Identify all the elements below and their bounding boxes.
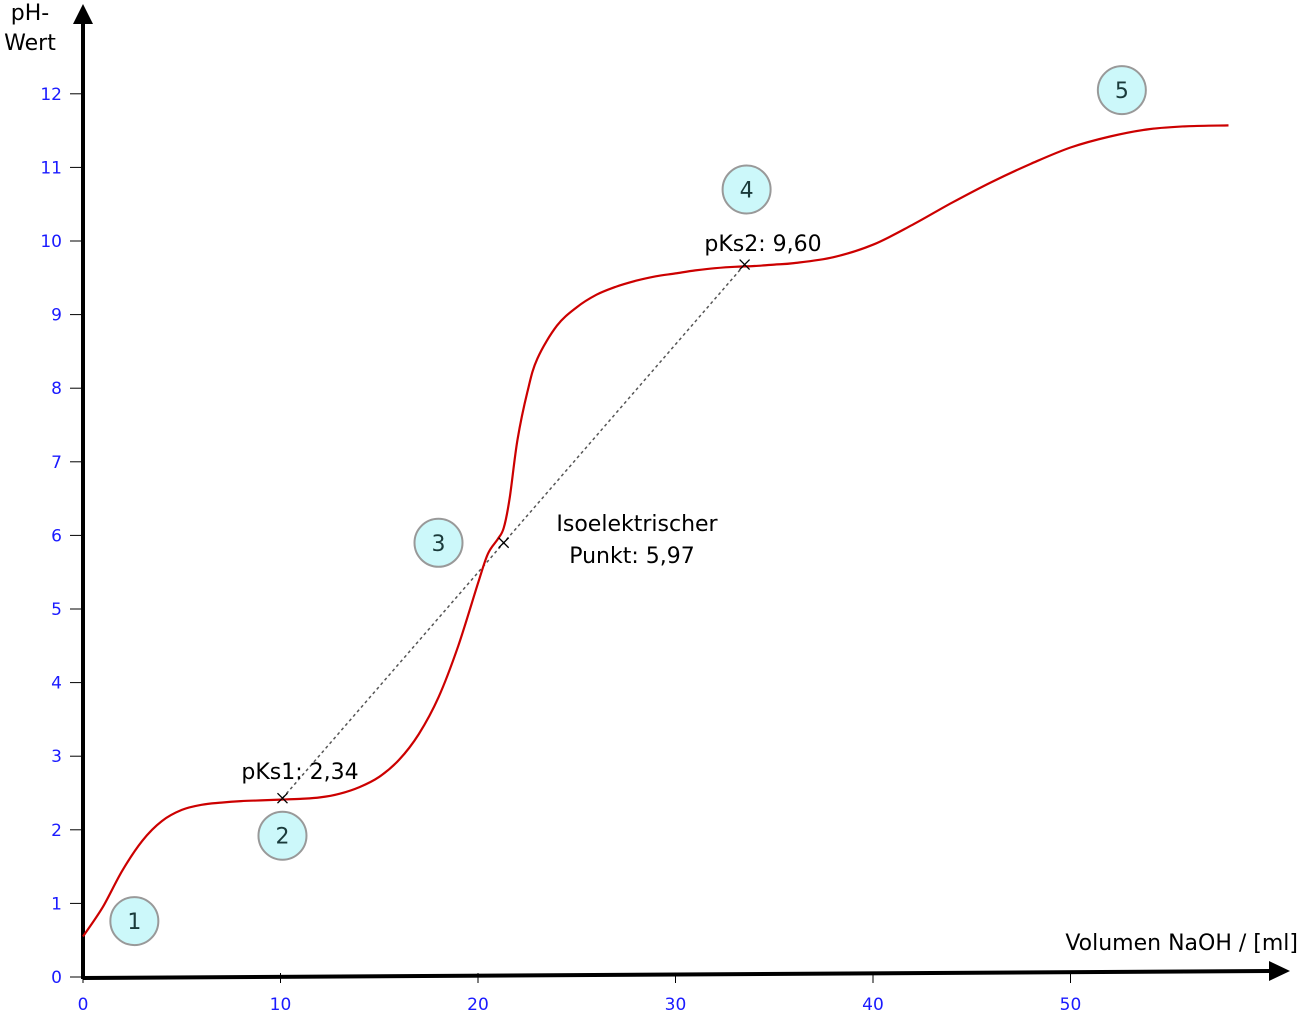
x-tick-label: 0 bbox=[78, 995, 89, 1013]
y-tick-label: 9 bbox=[51, 306, 62, 326]
x-tick-label: 50 bbox=[1060, 995, 1082, 1013]
region-marker-1: 1 bbox=[109, 896, 160, 947]
annotation-points bbox=[277, 259, 751, 804]
y-tick-label: 1 bbox=[51, 894, 62, 914]
y-tick-label: 7 bbox=[51, 453, 62, 473]
x-tick-label: 10 bbox=[270, 995, 292, 1013]
x-tick-label: 40 bbox=[862, 995, 884, 1013]
x-axis-title: Volumen NaOH / [ml] bbox=[1065, 931, 1298, 956]
y-tick-label: 11 bbox=[40, 158, 62, 178]
region-marker-4: 4 bbox=[721, 164, 772, 215]
marker-circle bbox=[413, 517, 464, 568]
marker-label: 2 bbox=[275, 825, 289, 850]
y-tick-label: 2 bbox=[51, 821, 62, 841]
y-axis-arrowhead bbox=[73, 4, 93, 24]
x-axis-arrowhead bbox=[1269, 961, 1290, 981]
x-axis-line bbox=[82, 969, 1271, 980]
marker-circle bbox=[109, 896, 160, 947]
point-pks1 bbox=[277, 792, 288, 804]
pks2-label: pKs2: 9,60 bbox=[704, 232, 821, 257]
y-tick-label: 8 bbox=[51, 379, 62, 399]
x-ticks: 0 10 20 30 40 50 bbox=[78, 973, 1082, 1013]
x-tick-label: 20 bbox=[467, 995, 489, 1013]
iep-label-line2: Punkt: 5,97 bbox=[569, 544, 695, 569]
y-axis-title-line1: pH- bbox=[11, 1, 49, 26]
y-tick-label: 4 bbox=[51, 674, 62, 694]
y-tick-label: 10 bbox=[40, 232, 62, 252]
region-markers: 1 2 3 4 5 bbox=[109, 65, 1147, 947]
y-tick-label: 0 bbox=[51, 968, 62, 988]
y-tick-label: 6 bbox=[51, 526, 62, 546]
titration-curve bbox=[82, 124, 1229, 938]
iep-label-line1: Isoelektrischer bbox=[556, 512, 718, 537]
region-marker-3: 3 bbox=[413, 517, 464, 568]
marker-circle bbox=[257, 810, 308, 861]
marker-circle bbox=[721, 164, 772, 215]
region-marker-2: 2 bbox=[257, 810, 308, 861]
marker-label: 3 bbox=[432, 532, 446, 557]
marker-circle bbox=[1096, 65, 1147, 116]
marker-label: 5 bbox=[1115, 79, 1129, 104]
y-tick-label: 3 bbox=[51, 747, 62, 767]
y-tick-label: 12 bbox=[40, 85, 62, 105]
x-tick-label: 30 bbox=[665, 995, 687, 1013]
marker-label: 4 bbox=[740, 178, 754, 203]
point-pks2 bbox=[739, 259, 751, 271]
pks1-label: pKs1: 2,34 bbox=[241, 760, 358, 785]
point-iep bbox=[498, 537, 510, 549]
region-marker-5: 5 bbox=[1096, 65, 1147, 116]
axes bbox=[73, 4, 1290, 981]
y-tick-label: 5 bbox=[51, 600, 62, 620]
marker-label: 1 bbox=[127, 910, 141, 935]
y-axis-title-line2: Wert bbox=[4, 31, 56, 56]
